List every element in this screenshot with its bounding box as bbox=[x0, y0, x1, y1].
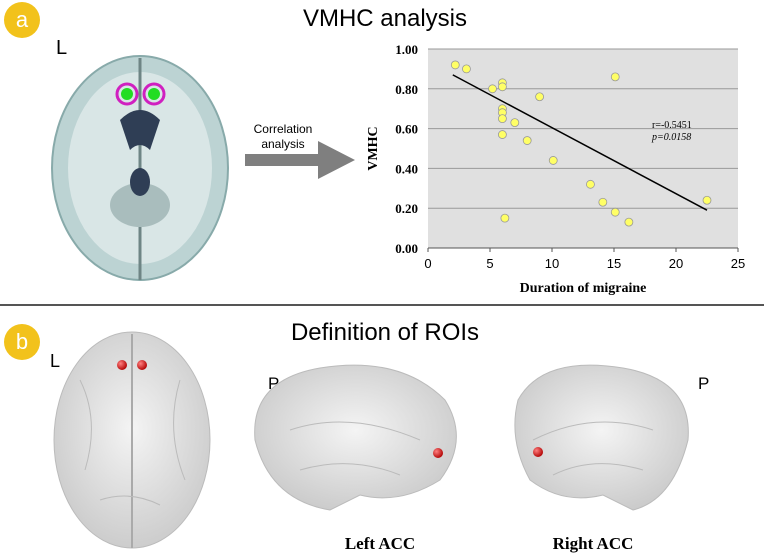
data-point bbox=[497, 82, 507, 92]
y-tick-label: 0.60 bbox=[395, 122, 418, 137]
panel-title: VMHC analysis bbox=[303, 5, 467, 32]
view-label: P bbox=[698, 374, 709, 393]
y-tick-label: 1.00 bbox=[395, 42, 418, 57]
data-point bbox=[624, 217, 634, 227]
y-tick-label: 0.40 bbox=[395, 161, 418, 176]
caption: Right ACC bbox=[553, 534, 634, 553]
data-point bbox=[535, 92, 544, 102]
annotation: p=0.0158 bbox=[651, 132, 691, 143]
y-tick-label: 0.20 bbox=[395, 201, 418, 216]
x-axis-label: Duration of migraine bbox=[520, 281, 647, 296]
top-brain bbox=[53, 331, 211, 549]
data-point bbox=[586, 179, 595, 189]
arrow-label: Correlation bbox=[254, 122, 313, 136]
left-brain bbox=[254, 364, 457, 511]
data-point bbox=[497, 114, 507, 124]
trend-line bbox=[452, 74, 708, 211]
x-tick-label: 20 bbox=[669, 256, 683, 271]
x-tick-label: 10 bbox=[545, 256, 559, 271]
annotation: r=-0.5451 bbox=[652, 120, 692, 131]
arrow-label: analysis bbox=[261, 137, 304, 151]
data-point bbox=[462, 64, 471, 74]
axial-brain bbox=[51, 55, 229, 281]
scatter-chart: 0.00 0.20 0.40 0.60 0.80 1.00 0 5 10 15 20 25 Durati… bbox=[366, 42, 745, 296]
data-point bbox=[598, 197, 608, 207]
arrow bbox=[245, 141, 355, 179]
data-point bbox=[488, 84, 497, 94]
y-tick-label: 0.80 bbox=[395, 82, 418, 97]
side-label: L bbox=[56, 37, 67, 59]
data-point bbox=[702, 195, 712, 205]
data-point bbox=[450, 60, 460, 70]
plot-area bbox=[428, 49, 738, 248]
y-axis-label: VMHC bbox=[366, 126, 381, 170]
y-tick-label: 0.00 bbox=[395, 241, 418, 256]
x-tick-label: 5 bbox=[486, 256, 493, 271]
x-tick-label: 15 bbox=[607, 256, 621, 271]
data-point bbox=[497, 130, 507, 139]
data-point bbox=[522, 136, 532, 145]
data-point bbox=[510, 118, 520, 128]
data-point bbox=[610, 207, 620, 217]
data-point bbox=[610, 72, 620, 82]
panel-title: Definition of ROIs bbox=[291, 319, 479, 346]
right-brain bbox=[514, 364, 689, 511]
caption: Left ACC bbox=[345, 534, 415, 553]
x-tick-label: 25 bbox=[731, 256, 745, 271]
data-point bbox=[500, 213, 510, 223]
panel-letter: b bbox=[16, 329, 28, 354]
x-tick-label: 0 bbox=[424, 256, 431, 271]
data-point bbox=[548, 156, 558, 165]
view-label: P bbox=[268, 374, 279, 393]
panel-letter: a bbox=[16, 7, 29, 32]
side-label: L bbox=[50, 351, 60, 371]
panel-badge bbox=[4, 2, 40, 38]
panel-badge bbox=[4, 324, 40, 360]
